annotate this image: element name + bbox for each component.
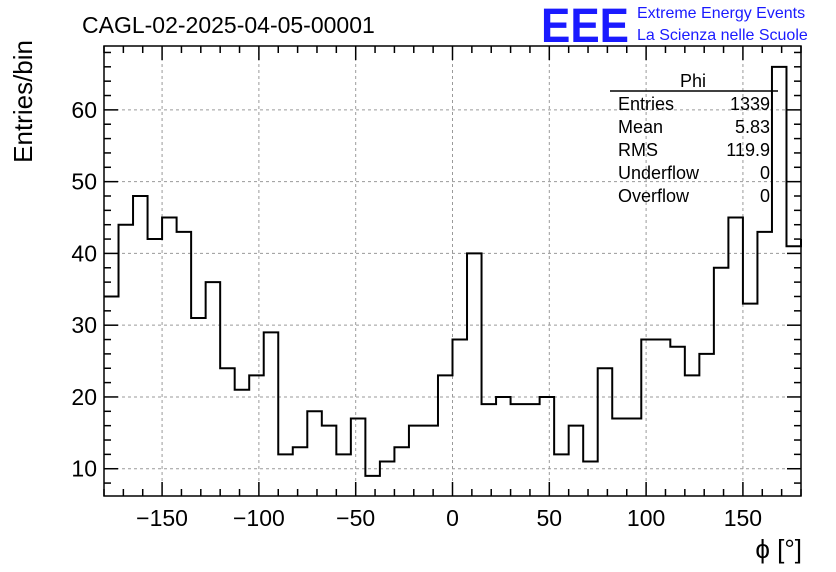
- logo-line-2: La Scienza nelle Scuole: [637, 27, 808, 44]
- stats-label: Mean: [618, 117, 663, 137]
- stats-header: Phi: [680, 71, 706, 91]
- y-tick-label: 20: [71, 384, 97, 410]
- histogram-line: [104, 65, 802, 477]
- y-tick-label: 10: [71, 456, 97, 482]
- stats-label: RMS: [618, 140, 658, 160]
- axis-ticks: [103, 46, 802, 496]
- histogram-bin-42: [714, 268, 729, 496]
- histogram-bin-46: [772, 67, 787, 496]
- histogram-bin-10: [249, 375, 264, 496]
- histogram-bin-30: [540, 397, 555, 496]
- histogram-bin-1: [119, 225, 134, 496]
- histogram-bin-24: [453, 340, 468, 496]
- histogram-bin-28: [511, 404, 526, 496]
- stats-label: Entries: [618, 94, 674, 114]
- histogram-bin-43: [728, 218, 743, 496]
- histogram-bin-41: [699, 354, 714, 496]
- x-tick-label: −100: [233, 505, 285, 531]
- x-tick-label: 0: [446, 505, 459, 531]
- x-axis-label: ϕ [°]: [755, 534, 802, 564]
- histogram-bin-14: [307, 411, 322, 496]
- histogram-bin-4: [162, 218, 177, 496]
- stats-value: 1339: [730, 94, 770, 114]
- histogram-bin-34: [598, 368, 613, 496]
- histogram-bin-25: [467, 253, 482, 496]
- stats-value: 0: [760, 186, 770, 206]
- stats-value: 119.9: [726, 140, 770, 160]
- histogram-bin-40: [685, 375, 700, 496]
- histogram-bin-36: [627, 418, 642, 496]
- histogram-series: [104, 65, 802, 496]
- stats-rows: Entries 1339 Mean 5.83 RMS 119.9 Underflow 0 Ove…: [618, 94, 770, 206]
- histogram-bin-11: [264, 332, 279, 496]
- histogram-bin-33: [583, 462, 598, 496]
- histogram-bin-16: [336, 454, 351, 496]
- histogram-bin-39: [670, 347, 685, 496]
- histogram-bin-38: [656, 340, 671, 496]
- x-tick-label: −150: [136, 505, 188, 531]
- histogram-bin-6: [191, 318, 206, 496]
- histogram-bin-20: [394, 447, 409, 496]
- eee-logo: EEE: [541, 0, 629, 53]
- histogram-bin-17: [351, 418, 366, 496]
- histogram-bin-15: [322, 426, 337, 496]
- histogram-bin-8: [220, 368, 235, 496]
- histogram-bin-18: [365, 476, 380, 496]
- histogram-bin-26: [482, 404, 497, 496]
- histogram-bin-9: [235, 390, 250, 496]
- x-tick-label: −50: [336, 505, 375, 531]
- histogram-bin-21: [409, 426, 424, 496]
- histogram-bin-32: [569, 426, 584, 496]
- grid: [104, 46, 801, 496]
- histogram-bin-47: [786, 246, 801, 496]
- histogram-bin-44: [743, 304, 758, 496]
- y-tick-label: 50: [71, 169, 97, 195]
- histogram-bin-3: [148, 239, 163, 496]
- y-tick-label: 30: [71, 312, 97, 338]
- histogram-bin-45: [757, 232, 772, 496]
- y-tick-label: 40: [71, 240, 97, 266]
- logo-line-1: Extreme Energy Events: [637, 5, 805, 22]
- histogram-bin-37: [641, 340, 656, 496]
- chart-title: CAGL-02-2025-04-05-00001: [82, 12, 375, 38]
- x-tick-labels: −150 −100 −50 0 50 100 150: [136, 505, 762, 531]
- histogram-bin-5: [177, 232, 192, 496]
- y-tick-labels: 10 20 30 40 50 60: [71, 97, 97, 482]
- x-tick-label: 100: [627, 505, 665, 531]
- stats-box: Phi Entries 1339 Mean 5.83 RMS 119.9 Underflow…: [610, 71, 778, 206]
- histogram-bin-12: [278, 454, 293, 496]
- histogram-bin-29: [525, 404, 540, 496]
- histogram-bin-19: [380, 462, 395, 496]
- histogram-bin-13: [293, 447, 308, 496]
- histogram-bin-23: [438, 375, 453, 496]
- y-tick-label: 60: [71, 97, 97, 123]
- stats-label: Underflow: [618, 163, 700, 183]
- histogram-bin-2: [133, 196, 148, 496]
- histogram-bin-31: [554, 454, 569, 496]
- histogram-bin-35: [612, 418, 627, 496]
- histogram-bin-7: [206, 282, 221, 496]
- histogram-bin-22: [423, 426, 438, 496]
- stats-label: Overflow: [618, 186, 690, 206]
- y-axis-label: Entries/bin: [8, 40, 38, 163]
- histogram-bin-27: [496, 397, 511, 496]
- x-tick-label: 150: [724, 505, 762, 531]
- x-tick-label: 50: [537, 505, 563, 531]
- stats-value: 5.83: [735, 117, 770, 137]
- stats-value: 0: [760, 163, 770, 183]
